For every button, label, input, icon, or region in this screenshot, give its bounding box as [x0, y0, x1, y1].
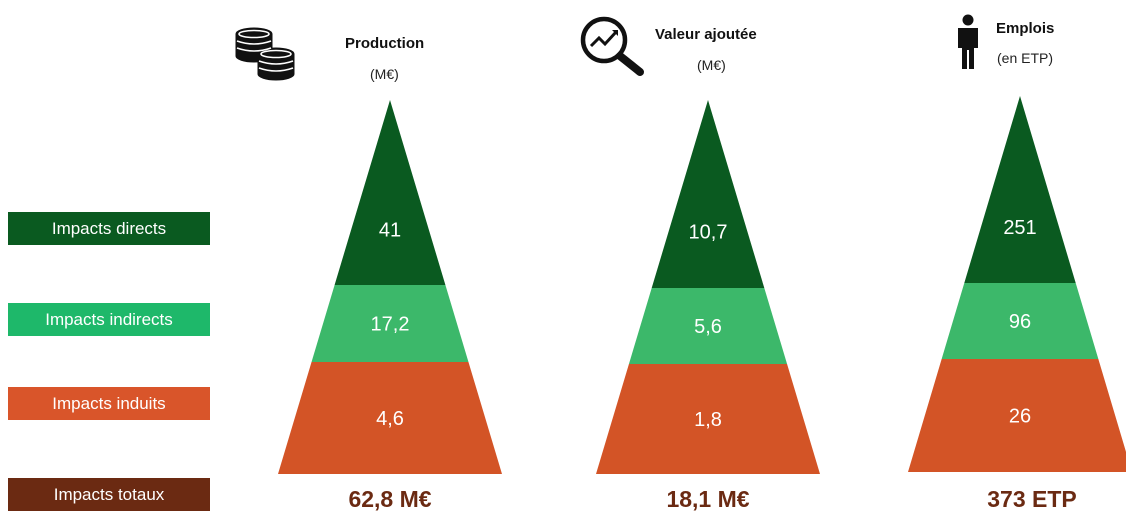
legend-indirect: Impacts indirects	[8, 303, 210, 336]
emplois-indirect-segment	[941, 283, 1099, 359]
emplois-unit: (en ETP)	[997, 50, 1054, 66]
magnifier-chart-icon	[580, 16, 644, 76]
emplois-direct-value: 251	[1003, 217, 1036, 239]
legend-indirect-label: Impacts indirects	[45, 309, 173, 329]
valeur-unit: (M€)	[697, 57, 726, 73]
emplois-induced-value: 26	[1009, 406, 1031, 428]
emplois-induced-segment	[908, 359, 1126, 472]
emplois-total: 373 ETP	[987, 486, 1077, 512]
valeur-ajout-e-induced-segment	[596, 364, 820, 474]
production-induced-value: 4,6	[376, 408, 404, 430]
valeur-total: 18,1 M€	[666, 486, 750, 512]
production-unit: (M€)	[370, 66, 399, 82]
emplois-indirect-value: 96	[1009, 311, 1031, 333]
valeur-ajout-e-induced-value: 1,8	[694, 409, 722, 431]
legend-direct-label: Impacts directs	[51, 218, 167, 238]
legend-total: Impacts totaux	[8, 478, 210, 511]
production-induced-segment	[278, 362, 502, 474]
emplois-title: Emplois	[996, 20, 1055, 37]
valeur-ajout-e-indirect-segment	[628, 288, 788, 364]
production-direct-value: 41	[379, 220, 401, 242]
valeur-ajout-e-indirect-value: 5,6	[694, 316, 722, 338]
legend-induced-label: Impacts induits	[52, 393, 166, 413]
production-direct-segment	[334, 100, 446, 285]
production-total: 62,8 M€	[348, 486, 432, 512]
legend-induced: Impacts induits	[8, 387, 210, 420]
production-indirect-value: 17,2	[371, 314, 410, 336]
legend-direct: Impacts directs	[8, 212, 210, 245]
production-indirect-segment	[311, 285, 469, 362]
valeur-ajout-e-direct-value: 10,7	[689, 222, 728, 244]
emplois-direct-segment	[964, 96, 1076, 283]
legend-total-label: Impacts totaux	[53, 484, 165, 504]
valeur-title: Valeur ajoutée	[655, 26, 757, 43]
person-icon	[958, 14, 978, 69]
coins-icon	[235, 27, 295, 81]
valeur-ajout-e-direct-segment	[651, 100, 765, 288]
production-title: Production	[345, 35, 425, 52]
